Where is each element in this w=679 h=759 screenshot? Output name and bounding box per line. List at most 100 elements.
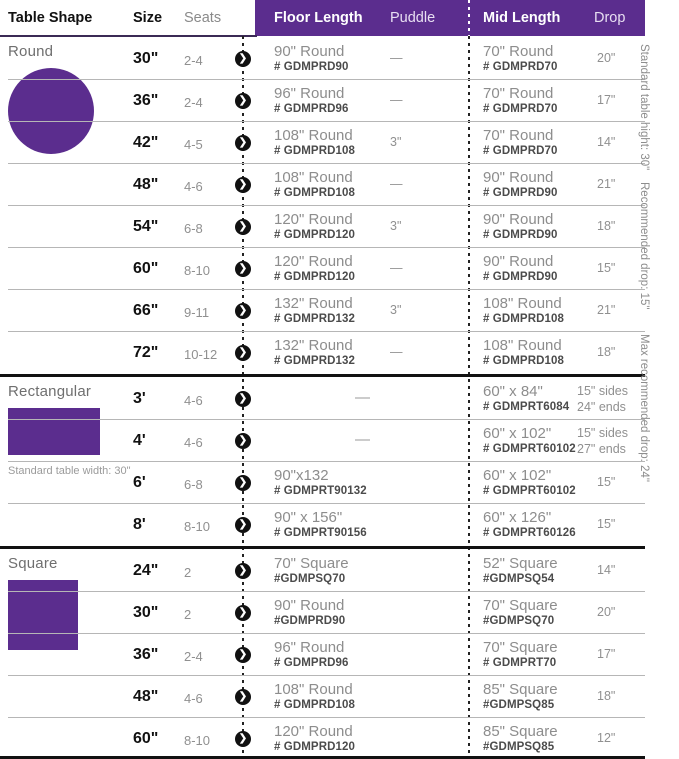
row-divider <box>8 79 645 80</box>
cell-floor-length: 120" Round <box>274 211 353 228</box>
cell-drop: 21" <box>597 177 616 191</box>
column-header-seats: Seats <box>184 10 222 26</box>
cell-floor-sku: # GDMPRT90156 <box>274 527 367 539</box>
row-arrow-icon[interactable]: ❯ <box>235 731 251 747</box>
table-row[interactable]: 30" 2-4 ❯ 90" Round # GDMPRD90 — 70" Round # GD… <box>0 37 679 79</box>
header-accent-band <box>255 0 645 36</box>
cell-size: 60" <box>133 730 159 747</box>
cell-puddle: — <box>355 389 370 406</box>
cell-mid-length: 85" Square <box>483 681 558 698</box>
row-arrow-icon[interactable]: ❯ <box>235 303 251 319</box>
table-row[interactable]: 72" 10-12 ❯ 132" Round # GDMPRD132 — 108" Roun… <box>0 331 679 373</box>
row-arrow-icon[interactable]: ❯ <box>235 517 251 533</box>
cell-mid-length: 108" Round <box>483 337 562 354</box>
section-divider <box>0 546 645 549</box>
table-row[interactable]: 30" 2 ❯ 90" Round #GDMPRD90 70" Square #GDMPSQ… <box>0 591 679 633</box>
cell-mid-sku: # GDMPRD70 <box>483 61 558 73</box>
row-arrow-icon[interactable]: ❯ <box>235 605 251 621</box>
cell-floor-length: 96" Round <box>274 85 345 102</box>
cell-floor-length: 108" Round <box>274 681 353 698</box>
cell-seats: 6-8 <box>184 477 203 492</box>
row-divider <box>8 121 645 122</box>
row-arrow-icon[interactable]: ❯ <box>235 391 251 407</box>
cell-seats: 4-6 <box>184 435 203 450</box>
cell-floor-sku: # GDMPRD132 <box>274 355 355 367</box>
row-divider <box>8 289 645 290</box>
table-row[interactable]: 6' 6-8 ❯ 90"x132 # GDMPRT90132 60" x 102" # GD… <box>0 461 679 503</box>
cell-floor-length: 90"x132 <box>274 467 329 484</box>
row-arrow-icon[interactable]: ❯ <box>235 261 251 277</box>
table-row[interactable]: 3' 4-6 ❯ — 60" x 84" # GDMPRT6084 15" sides 24"… <box>0 377 679 419</box>
shape-label: Rectangular <box>8 383 92 400</box>
cell-mid-sku: #GDMPSQ85 <box>483 699 555 711</box>
cell-drop: 17" <box>597 647 616 661</box>
side-note-max-recommended-drop: Max recommended drop: 24" <box>638 334 650 482</box>
row-arrow-icon[interactable]: ❯ <box>235 433 251 449</box>
row-arrow-icon[interactable]: ❯ <box>235 345 251 361</box>
row-arrow-icon[interactable]: ❯ <box>235 563 251 579</box>
cell-size: 54" <box>133 218 159 235</box>
cell-mid-sku: #GDMPSQ54 <box>483 573 555 585</box>
table-row[interactable]: 24" 2 ❯ 70" Square #GDMPSQ70 52" Square #GDMPS… <box>0 549 679 591</box>
cell-mid-length: 60" x 102" <box>483 425 552 442</box>
cell-floor-length: 90" x 156" <box>274 509 343 526</box>
cell-mid-length: 70" Round <box>483 127 554 144</box>
table-row[interactable]: 48" 4-6 ❯ 108" Round # GDMPRD108 85" Square #G… <box>0 675 679 717</box>
cell-size: 42" <box>133 134 159 151</box>
cell-drop-secondary: 27" ends <box>577 442 626 456</box>
table-row[interactable]: 4' 4-6 ❯ — 60" x 102" # GDMPRT60102 15" sides 2… <box>0 419 679 461</box>
cell-seats: 2-4 <box>184 649 203 664</box>
cell-mid-length: 70" Square <box>483 597 558 614</box>
cell-floor-sku: # GDMPRD90 <box>274 61 349 73</box>
cell-drop: 15" <box>597 517 616 531</box>
cell-mid-sku: # GDMPRD90 <box>483 187 558 199</box>
cell-drop: 12" <box>597 731 616 745</box>
column-header-table-shape: Table Shape <box>8 10 93 26</box>
cell-drop: 21" <box>597 303 616 317</box>
cell-puddle: — <box>390 261 403 275</box>
row-divider <box>8 717 645 718</box>
column-divider-left-header <box>242 0 244 36</box>
cell-floor-length: 96" Round <box>274 639 345 656</box>
cell-floor-sku: # GDMPRD120 <box>274 271 355 283</box>
row-arrow-icon[interactable]: ❯ <box>235 219 251 235</box>
row-arrow-icon[interactable]: ❯ <box>235 475 251 491</box>
cell-seats: 4-6 <box>184 179 203 194</box>
table-row[interactable]: 54" 6-8 ❯ 120" Round # GDMPRD120 3" 90" Round #… <box>0 205 679 247</box>
row-arrow-icon[interactable]: ❯ <box>235 689 251 705</box>
cell-floor-length: 120" Round <box>274 253 353 270</box>
cell-floor-sku: #GDMPSQ70 <box>274 573 346 585</box>
cell-size: 4' <box>133 432 146 449</box>
table-row[interactable]: 60" 8-10 ❯ 120" Round # GDMPRD120 — 90" Round #… <box>0 247 679 289</box>
cell-puddle: 3" <box>390 219 402 233</box>
shape-column-circle: Round <box>8 43 132 154</box>
table-header: Table Shape Size Seats Floor Length Pudd… <box>0 0 679 37</box>
table-row[interactable]: 42" 4-5 ❯ 108" Round # GDMPRD108 3" 70" Round #… <box>0 121 679 163</box>
column-header-floor-length: Floor Length <box>274 10 363 26</box>
cell-mid-length: 70" Round <box>483 43 554 60</box>
table-row[interactable]: 8' 8-10 ❯ 90" x 156" # GDMPRT90156 60" x 126"… <box>0 503 679 545</box>
table-row[interactable]: 60" 8-10 ❯ 120" Round # GDMPRD120 85" Square #… <box>0 717 679 759</box>
cell-size: 6' <box>133 474 146 491</box>
row-arrow-icon[interactable]: ❯ <box>235 93 251 109</box>
cell-seats: 6-8 <box>184 221 203 236</box>
row-arrow-icon[interactable]: ❯ <box>235 177 251 193</box>
cell-puddle: 3" <box>390 135 402 149</box>
row-arrow-icon[interactable]: ❯ <box>235 647 251 663</box>
cell-drop: 15" <box>597 261 616 275</box>
cell-mid-sku: # GDMPRT60126 <box>483 527 576 539</box>
cell-seats: 4-6 <box>184 393 203 408</box>
cell-floor-sku: # GDMPRD96 <box>274 657 349 669</box>
table-row[interactable]: 48" 4-6 ❯ 108" Round # GDMPRD108 — 90" Round # … <box>0 163 679 205</box>
table-row[interactable]: 36" 2-4 ❯ 96" Round # GDMPRD96 70" Square # GD… <box>0 633 679 675</box>
cell-mid-sku: # GDMPRD70 <box>483 103 558 115</box>
cell-drop: 15" <box>597 475 616 489</box>
row-arrow-icon[interactable]: ❯ <box>235 135 251 151</box>
cell-size: 36" <box>133 92 159 109</box>
column-header-puddle: Puddle <box>390 10 436 26</box>
table-row[interactable]: 36" 2-4 ❯ 96" Round # GDMPRD96 — 70" Round # GD… <box>0 79 679 121</box>
cell-seats: 4-5 <box>184 137 203 152</box>
table-row[interactable]: 66" 9-11 ❯ 132" Round # GDMPRD132 3" 108" Roun… <box>0 289 679 331</box>
cell-floor-length: 108" Round <box>274 169 353 186</box>
row-arrow-icon[interactable]: ❯ <box>235 51 251 67</box>
